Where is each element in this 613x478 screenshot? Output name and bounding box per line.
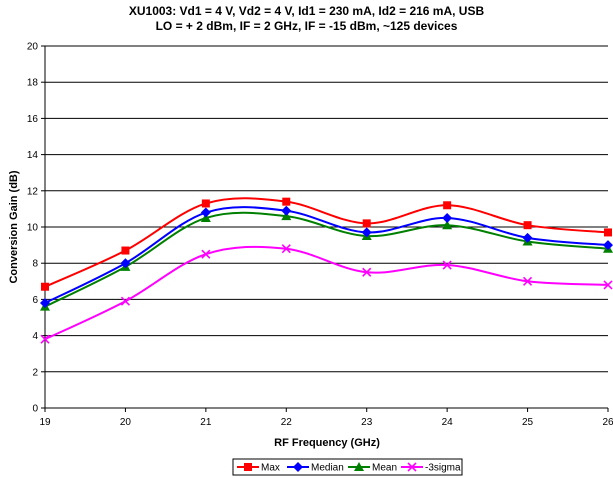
data-point-max [201, 199, 210, 208]
data-point-max [41, 282, 49, 291]
data-point-median [603, 240, 613, 251]
data-point-max [604, 228, 612, 237]
x-tick-label: 20 [120, 417, 132, 428]
data-point-3sigma [603, 280, 613, 290]
legend-label-max: Max [261, 463, 280, 474]
data-point-max [523, 221, 532, 230]
y-tick-label: 6 [32, 295, 38, 306]
data-point-median [522, 232, 533, 243]
data-point-median [281, 205, 292, 216]
grid-lines [45, 45, 608, 373]
data-point-median [361, 227, 372, 238]
x-tick-label: 19 [39, 417, 51, 428]
legend-label-median: Median [311, 463, 344, 474]
y-tick-label: 8 [32, 259, 38, 270]
y-tick-label: 18 [27, 78, 39, 89]
data-point-max [121, 246, 130, 255]
legend-marker-max [244, 463, 252, 471]
legend-marker-3sigma [407, 462, 417, 472]
y-tick-label: 2 [32, 367, 38, 378]
y-tick-label: 4 [32, 331, 38, 342]
y-tick-label: 20 [27, 42, 39, 53]
x-tick-label: 23 [361, 417, 373, 428]
y-tick-label: 12 [27, 186, 39, 197]
x-tick-label: 22 [281, 417, 293, 428]
x-tick-label: 21 [200, 417, 212, 428]
chart-title-line-1: XU1003: Vd1 = 4 V, Vd2 = 4 V, Id1 = 230 … [128, 4, 485, 18]
data-point-median [120, 258, 131, 269]
data-point-max [362, 219, 371, 228]
x-axis-title: RF Frequency (GHz) [274, 437, 380, 449]
series-line-mean [44, 211, 609, 308]
legend-label-3sigma: -3sigma [425, 463, 461, 474]
data-point-max [282, 197, 291, 206]
data-point-mean [442, 220, 453, 230]
axes [41, 45, 609, 412]
data-point-3sigma [442, 260, 452, 270]
y-tick-label: 0 [32, 404, 38, 415]
data-point-3sigma [120, 296, 130, 306]
legend-marker-median [293, 462, 303, 472]
series-line-max [44, 197, 609, 288]
series-line-median [44, 206, 609, 304]
x-tick-label: 26 [602, 417, 613, 428]
data-point-median [40, 298, 50, 309]
y-tick-label: 16 [27, 114, 39, 125]
chart-title-line-2: LO = + 2 dBm, IF = 2 GHz, IF = -15 dBm, … [155, 19, 458, 33]
data-point-median [442, 212, 453, 223]
y-axis-title: Conversion Gain (dB) [8, 170, 20, 283]
x-tick-label: 25 [522, 417, 534, 428]
x-tick-label: 24 [442, 417, 454, 428]
series-group [40, 197, 613, 344]
data-point-max [443, 201, 452, 210]
data-point-median [200, 207, 211, 218]
legend: Max Median Mean -3sigma [232, 458, 463, 476]
y-tick-label: 14 [27, 150, 39, 161]
data-point-3sigma [201, 249, 211, 259]
series-line-3sigma [44, 245, 609, 341]
data-point-3sigma [362, 267, 372, 277]
data-point-3sigma [281, 244, 291, 254]
y-tick-label: 10 [27, 223, 39, 234]
legend-marker-mean [354, 462, 364, 471]
data-point-3sigma [523, 276, 533, 286]
data-point-3sigma [40, 334, 50, 344]
legend-box [232, 458, 463, 476]
legend-label-mean: Mean [372, 463, 397, 474]
